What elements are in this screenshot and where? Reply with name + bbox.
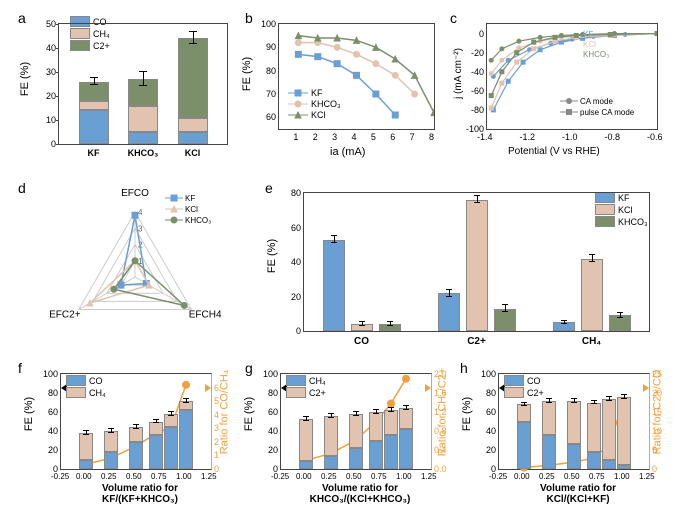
label-a: a	[18, 10, 26, 26]
svg-text:3: 3	[138, 224, 143, 233]
panel-d: 1234EFCOEFCH4EFC2+ KFKClKHCO₃	[30, 185, 255, 355]
d-radar: 1234EFCOEFCH4EFC2+	[30, 185, 255, 355]
c-legend: KFKClKHCO₃	[583, 30, 609, 60]
panel-c: j (mA cm⁻²) -100-80-60-40-200-1.4-1.2-1.…	[468, 18, 663, 168]
label-h: h	[460, 360, 468, 376]
a-ylabel: FE (%)	[19, 62, 31, 96]
svg-text:EFCH4: EFCH4	[189, 310, 222, 321]
panel-a: FE (%) COCH₄C2+ 01020304050KFKHCO₃KCl	[40, 18, 230, 168]
label-d: d	[18, 180, 26, 196]
panel-h: FE (%)Ratio for C2+/CO020406080100051015…	[478, 368, 668, 518]
a-plot: 01020304050KFKHCO₃KCl	[58, 23, 228, 145]
e-ylabel: FE (%)	[266, 239, 278, 273]
panel-e: FE (%) KFKClKHCO₃ 020406080COC2+CH₄	[285, 190, 655, 355]
c-xlabel: Potential (V vs RHE)	[508, 146, 600, 157]
e-plot: 020406080COC2+CH₄	[303, 192, 650, 332]
label-e: e	[265, 180, 273, 196]
label-c: c	[450, 10, 457, 26]
panel-b: FE (%) 6070809010012345678 ia (mA) KFKHC…	[260, 18, 440, 168]
b-ylabel: FE (%)	[241, 57, 253, 91]
svg-text:4: 4	[138, 208, 143, 217]
panel-f: FE (%)Ratio for CO/CH₄020406080100012345…	[40, 368, 235, 518]
b-xlabel: ia (mA)	[330, 146, 365, 158]
svg-text:EFC2+: EFC2+	[49, 310, 81, 321]
label-g: g	[245, 360, 253, 376]
c-mode-legend: CA modepulse CA mode	[560, 96, 634, 118]
label-b: b	[245, 10, 253, 26]
panel-g: FE (%)Ratio for CH₄/C2+0204060801000.00.…	[260, 368, 455, 518]
svg-text:EFCO: EFCO	[121, 188, 149, 199]
b-legend: KFKHCO₃KCl	[288, 88, 341, 121]
label-f: f	[18, 360, 22, 376]
d-legend: KFKClKHCO₃	[165, 193, 211, 226]
